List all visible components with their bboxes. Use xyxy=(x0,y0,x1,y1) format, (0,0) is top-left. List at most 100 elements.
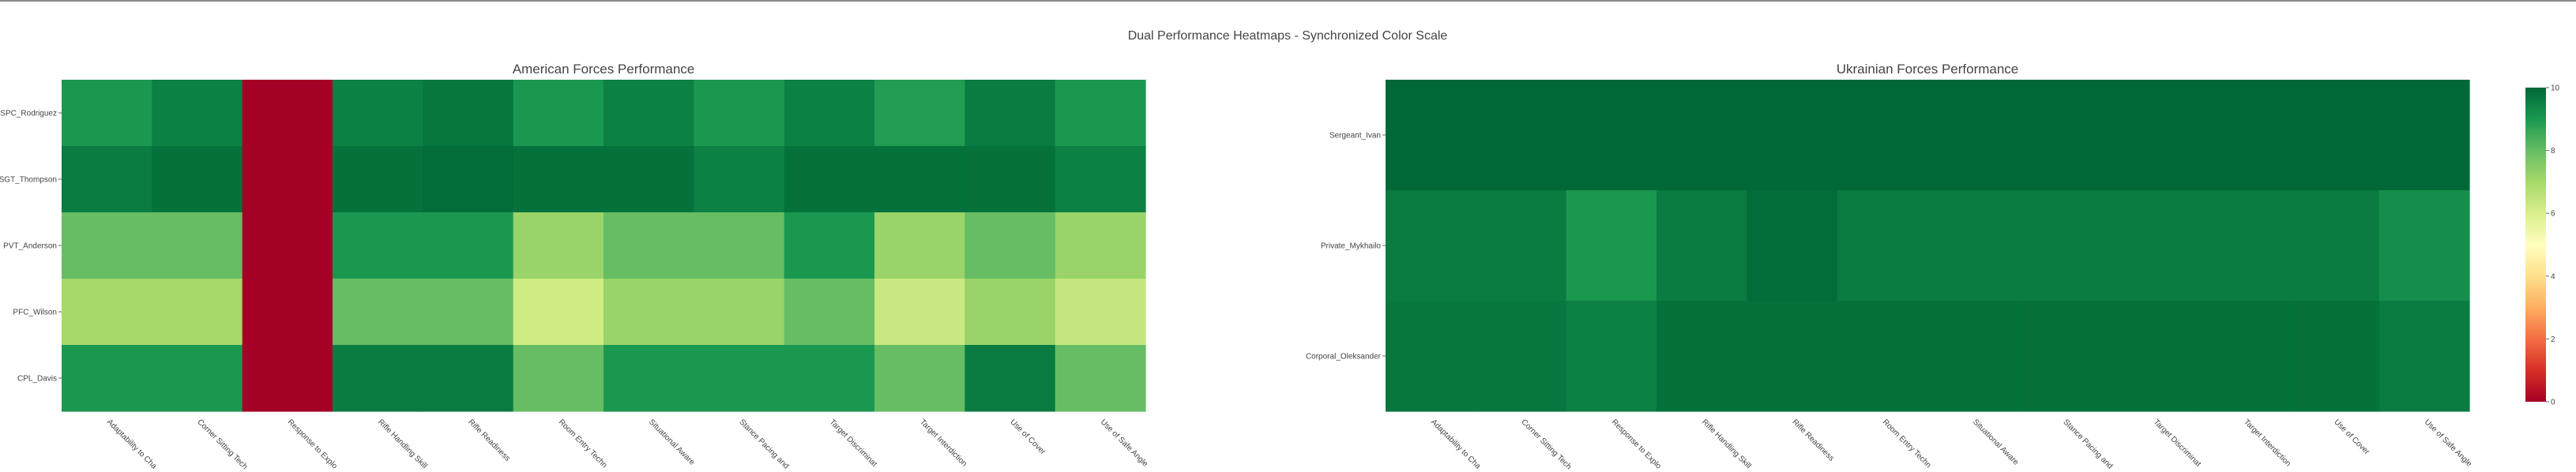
heatmap-cell[interactable] xyxy=(2379,190,2470,302)
heatmap-cell[interactable] xyxy=(694,146,785,213)
heatmap-cell[interactable] xyxy=(1837,190,1928,302)
heatmap-cell[interactable] xyxy=(62,279,152,346)
heatmap-cell[interactable] xyxy=(2288,190,2380,302)
heatmap-cell[interactable] xyxy=(1476,80,1567,191)
heatmap-cell[interactable] xyxy=(784,80,875,147)
heatmap-cell[interactable] xyxy=(513,345,604,412)
heatmap-cell[interactable] xyxy=(1566,190,1657,302)
heatmap-cell[interactable] xyxy=(1927,190,2018,302)
heatmap-cell[interactable] xyxy=(2108,80,2199,191)
heatmap-cell[interactable] xyxy=(1657,301,1747,412)
heatmap-cell[interactable] xyxy=(1566,301,1657,412)
heatmap-cell[interactable] xyxy=(242,345,333,412)
heatmap-cell[interactable] xyxy=(874,345,965,412)
heatmap-cell[interactable] xyxy=(1476,190,1567,302)
heatmap-cell[interactable] xyxy=(2018,301,2109,412)
heatmap-cell[interactable] xyxy=(694,345,785,412)
x-tick-label: Use of Cover xyxy=(1008,418,1047,457)
heatmap-cell[interactable] xyxy=(1927,80,2018,191)
heatmap-cell[interactable] xyxy=(423,80,514,147)
heatmap-cell[interactable] xyxy=(784,279,875,346)
heatmap-cell[interactable] xyxy=(2108,190,2199,302)
heatmap-cell[interactable] xyxy=(423,279,514,346)
heatmap-cell[interactable] xyxy=(1476,301,1567,412)
heatmap-cell[interactable] xyxy=(1837,80,1928,191)
heatmap-cell[interactable] xyxy=(152,80,243,147)
heatmap-cell[interactable] xyxy=(1747,301,1838,412)
heatmap-cell[interactable] xyxy=(242,146,333,213)
colorbar-tick-label: 6 xyxy=(2551,210,2555,219)
heatmap-cell[interactable] xyxy=(965,279,1056,346)
heatmap-cell[interactable] xyxy=(604,345,694,412)
heatmap-cell[interactable] xyxy=(2379,301,2470,412)
heatmap-cell[interactable] xyxy=(2288,80,2380,191)
heatmap-cell[interactable] xyxy=(62,80,152,147)
heatmap-cell[interactable] xyxy=(784,345,875,412)
heatmap-cell[interactable] xyxy=(513,146,604,213)
heatmap-cell[interactable] xyxy=(1566,80,1657,191)
heatmap-cell[interactable] xyxy=(2198,301,2289,412)
heatmap-cell[interactable] xyxy=(965,146,1056,213)
heatmap-cell[interactable] xyxy=(1055,279,1146,346)
heatmap-cell[interactable] xyxy=(874,212,965,279)
heatmap-cell[interactable] xyxy=(1747,80,1838,191)
heatmap-cell[interactable] xyxy=(694,279,785,346)
heatmap-cell[interactable] xyxy=(965,212,1056,279)
heatmap-cell[interactable] xyxy=(604,212,694,279)
heatmap-cell[interactable] xyxy=(152,146,243,213)
heatmap-cell[interactable] xyxy=(1386,80,1476,191)
heatmap-cell[interactable] xyxy=(1657,190,1747,302)
heatmap-cell[interactable] xyxy=(62,212,152,279)
heatmap-cell[interactable] xyxy=(874,146,965,213)
heatmap-cell[interactable] xyxy=(513,212,604,279)
heatmap-cell[interactable] xyxy=(2018,80,2109,191)
heatmap-cell[interactable] xyxy=(152,212,243,279)
heatmap-cell[interactable] xyxy=(1927,301,2018,412)
heatmap-cell[interactable] xyxy=(333,212,423,279)
heatmap-cell[interactable] xyxy=(1657,80,1747,191)
heatmap-cell[interactable] xyxy=(1386,301,1476,412)
heatmap-cell[interactable] xyxy=(2379,80,2470,191)
heatmap-cell[interactable] xyxy=(513,80,604,147)
heatmap-cell[interactable] xyxy=(242,279,333,346)
heatmap-cell[interactable] xyxy=(333,345,423,412)
heatmap-cell[interactable] xyxy=(1055,345,1146,412)
heatmap-cell[interactable] xyxy=(62,146,152,213)
heatmap-cell[interactable] xyxy=(604,80,694,147)
heatmap-cell[interactable] xyxy=(152,279,243,346)
heatmap-cell[interactable] xyxy=(333,279,423,346)
heatmap-cell[interactable] xyxy=(2198,190,2289,302)
heatmap-cell[interactable] xyxy=(604,146,694,213)
heatmap-cell[interactable] xyxy=(874,279,965,346)
heatmap-cell[interactable] xyxy=(694,212,785,279)
heatmap-cell[interactable] xyxy=(1055,212,1146,279)
heatmap-cell[interactable] xyxy=(1747,190,1838,302)
colorbar-tick-label: 4 xyxy=(2551,272,2555,281)
heatmap-cell[interactable] xyxy=(965,345,1056,412)
heatmap-cell[interactable] xyxy=(423,345,514,412)
heatmap-cell[interactable] xyxy=(152,345,243,412)
heatmap-cell[interactable] xyxy=(513,279,604,346)
heatmap-cell[interactable] xyxy=(423,146,514,213)
heatmap-cell[interactable] xyxy=(242,80,333,147)
heatmap-cell[interactable] xyxy=(333,80,423,147)
heatmap-cell[interactable] xyxy=(784,146,875,213)
heatmap-cell[interactable] xyxy=(965,80,1056,147)
heatmap-cell[interactable] xyxy=(1837,301,1928,412)
heatmap-cell[interactable] xyxy=(1386,190,1476,302)
heatmap-cell[interactable] xyxy=(1055,80,1146,147)
x-tick-label: Rifle Handling Skill xyxy=(1700,418,1753,470)
heatmap-cell[interactable] xyxy=(333,146,423,213)
heatmap-cell[interactable] xyxy=(242,212,333,279)
heatmap-cell[interactable] xyxy=(694,80,785,147)
heatmap-cell[interactable] xyxy=(62,345,152,412)
heatmap-cell[interactable] xyxy=(423,212,514,279)
heatmap-cell[interactable] xyxy=(2198,80,2289,191)
heatmap-cell[interactable] xyxy=(2108,301,2199,412)
heatmap-cell[interactable] xyxy=(604,279,694,346)
heatmap-cell[interactable] xyxy=(1055,146,1146,213)
heatmap-cell[interactable] xyxy=(784,212,875,279)
heatmap-cell[interactable] xyxy=(2018,190,2109,302)
heatmap-cell[interactable] xyxy=(2288,301,2380,412)
heatmap-cell[interactable] xyxy=(874,80,965,147)
